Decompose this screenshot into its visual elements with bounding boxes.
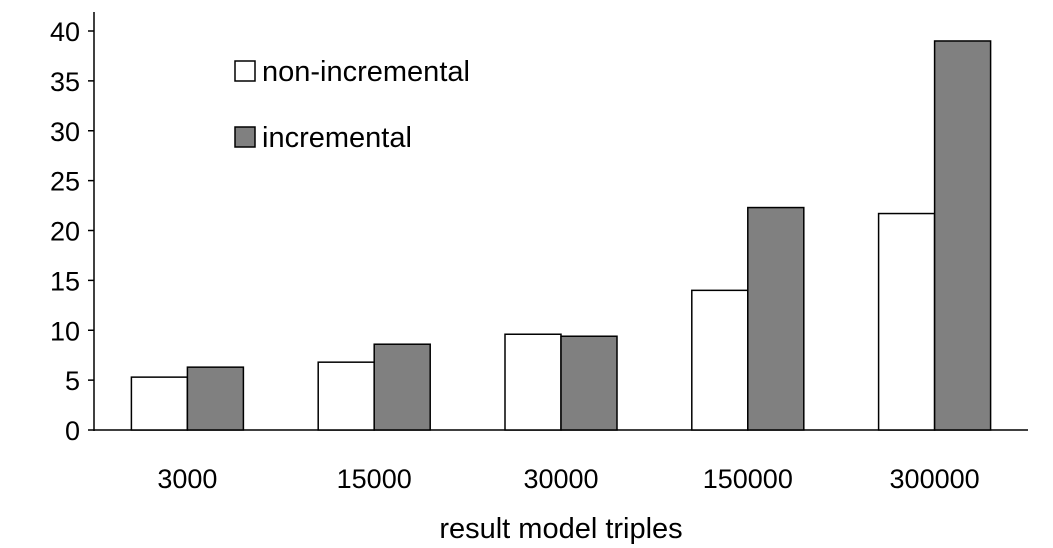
x-tick-labels: 3000 15000 30000 150000 300000: [157, 464, 979, 494]
bar-non-incremental-150000: [691, 289, 749, 431]
bar-non-incremental-30000: [504, 333, 562, 431]
y-tick-label: 0: [65, 416, 80, 446]
y-tick-label: 20: [50, 217, 80, 247]
y-tick-label: 10: [50, 316, 80, 346]
x-tick-label: 15000: [337, 464, 412, 494]
x-axis-title: result model triples: [439, 513, 682, 545]
legend-label-non-incremental: non-incremental: [262, 56, 470, 88]
bar-incremental-15000: [373, 343, 431, 431]
legend: non-incremental incremental: [234, 56, 470, 154]
legend-swatch-non-incremental: [234, 60, 256, 82]
x-tick-label: 3000: [157, 464, 217, 494]
y-tick-label: 30: [50, 117, 80, 147]
legend-swatch-incremental: [234, 126, 256, 148]
bar-incremental-150000: [747, 206, 805, 431]
y-tick-label: 40: [50, 17, 80, 47]
y-tick-label: 15: [50, 266, 80, 296]
bars: [130, 40, 992, 431]
x-tick-label: 30000: [523, 464, 598, 494]
bar-non-incremental-300000: [877, 212, 936, 431]
bar-incremental-30000: [560, 335, 618, 431]
y-tick-label: 25: [50, 167, 80, 197]
legend-label-incremental: incremental: [262, 122, 412, 154]
bar-non-incremental-15000: [317, 361, 375, 431]
x-tick-label: 300000: [890, 464, 980, 494]
y-tick-labels: 0 5 10 15 20 25 30 35 40: [50, 17, 94, 446]
bar-incremental-300000: [933, 40, 992, 431]
y-tick-label: 5: [65, 366, 80, 396]
y-tick-label: 35: [50, 67, 80, 97]
bar-non-incremental-3000: [130, 376, 189, 431]
x-tick-label: 150000: [703, 464, 793, 494]
bar-incremental-3000: [186, 366, 245, 431]
